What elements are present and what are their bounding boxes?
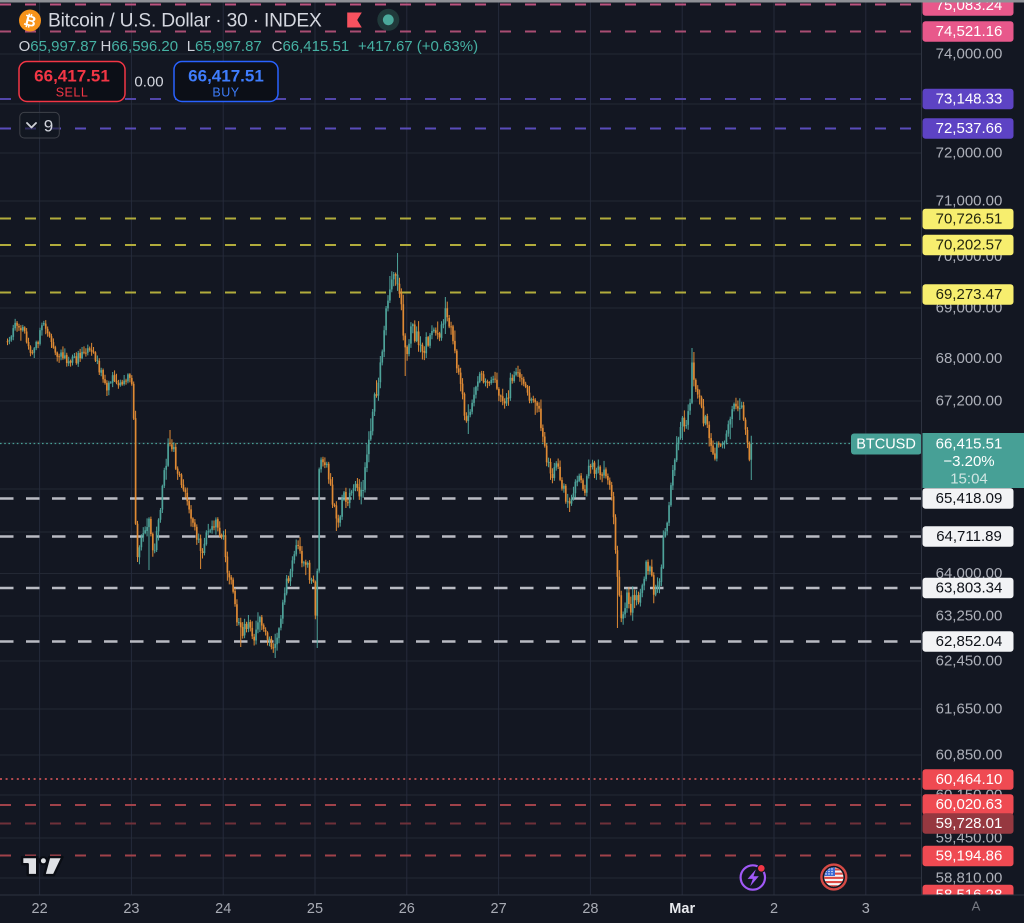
svg-text:₿: ₿ — [22, 12, 38, 31]
svg-text:2: 2 — [770, 901, 778, 917]
svg-text:63,250.00: 63,250.00 — [936, 608, 1003, 625]
svg-text:0.00: 0.00 — [134, 74, 163, 91]
svg-text:28: 28 — [582, 901, 598, 917]
svg-text:Mar: Mar — [669, 901, 695, 917]
svg-text:Bitcoin / U.S. Dollar · 30 · I: Bitcoin / U.S. Dollar · 30 · INDEX — [48, 11, 322, 32]
svg-text:65,418.09: 65,418.09 — [936, 490, 1003, 507]
svg-text:A: A — [972, 899, 981, 914]
svg-text:22: 22 — [32, 901, 48, 917]
svg-text:59,194.86: 59,194.86 — [936, 848, 1003, 865]
svg-text:72,000.00: 72,000.00 — [936, 145, 1003, 162]
svg-text:60,850.00: 60,850.00 — [936, 747, 1003, 764]
svg-text:62,852.04: 62,852.04 — [936, 633, 1003, 650]
svg-text:61,650.00: 61,650.00 — [936, 701, 1003, 718]
svg-text:25: 25 — [307, 901, 323, 917]
svg-text:60,020.63: 60,020.63 — [936, 796, 1003, 813]
svg-text:74,521.16: 74,521.16 — [936, 23, 1003, 40]
svg-text:24: 24 — [215, 901, 231, 917]
svg-text:−3.20%: −3.20% — [943, 453, 994, 470]
svg-text:70,202.57: 70,202.57 — [936, 237, 1003, 254]
svg-text:66,417.51: 66,417.51 — [34, 67, 110, 86]
svg-text:15:04: 15:04 — [950, 471, 988, 488]
svg-text:63,803.34: 63,803.34 — [936, 580, 1003, 597]
svg-text:3: 3 — [862, 901, 870, 917]
svg-text:73,148.33: 73,148.33 — [936, 91, 1003, 108]
svg-text:67,200.00: 67,200.00 — [936, 393, 1003, 410]
svg-text:59,728.01: 59,728.01 — [936, 815, 1003, 832]
svg-text:66,415.51: 66,415.51 — [936, 436, 1003, 453]
svg-text:71,000.00: 71,000.00 — [936, 193, 1003, 210]
svg-text:O65,997.87 H66,596.20 L65,: O65,997.87 H66,596.20 L65,997.87 C66,415… — [19, 38, 478, 55]
svg-text:69,273.47: 69,273.47 — [936, 286, 1003, 303]
svg-text:58,810.00: 58,810.00 — [936, 870, 1003, 887]
svg-text:70,726.51: 70,726.51 — [936, 211, 1003, 228]
svg-text:72,537.66: 72,537.66 — [936, 120, 1003, 137]
svg-text:9: 9 — [44, 117, 53, 136]
svg-text:60,464.10: 60,464.10 — [936, 771, 1003, 788]
svg-text:62,450.00: 62,450.00 — [936, 653, 1003, 670]
svg-text:SELL: SELL — [56, 86, 89, 100]
svg-text:64,711.89: 64,711.89 — [936, 528, 1002, 545]
svg-text:23: 23 — [123, 901, 139, 917]
svg-text:BTCUSD: BTCUSD — [856, 436, 916, 452]
svg-text:27: 27 — [491, 901, 507, 917]
svg-text:26: 26 — [399, 901, 415, 917]
svg-text:75,083.24: 75,083.24 — [936, 0, 1003, 14]
svg-text:68,000.00: 68,000.00 — [936, 350, 1003, 367]
svg-text:66,417.51: 66,417.51 — [188, 67, 264, 86]
svg-text:BUY: BUY — [212, 86, 239, 100]
svg-text:74,000.00: 74,000.00 — [936, 46, 1003, 63]
